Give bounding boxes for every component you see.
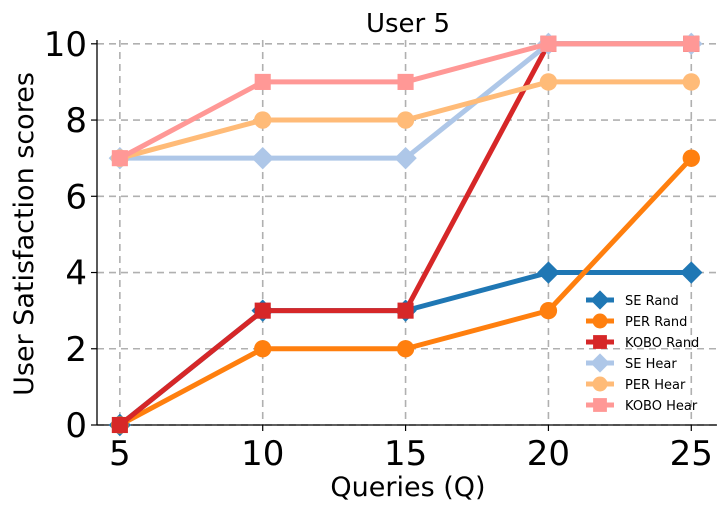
data-point	[111, 150, 128, 167]
legend-item: KOBO Rand	[586, 335, 699, 351]
data-point	[680, 261, 703, 284]
legend-marker	[590, 290, 610, 310]
legend-marker	[592, 376, 608, 392]
data-point	[682, 149, 700, 167]
legend-label: KOBO Rand	[625, 336, 699, 351]
data-point	[540, 35, 557, 52]
data-point	[396, 340, 415, 358]
data-point	[539, 301, 558, 320]
y-tick-label: 2	[65, 330, 87, 370]
x-tick-label: 15	[384, 434, 427, 474]
x-tick-label: 5	[109, 434, 131, 474]
data-point	[537, 261, 560, 284]
data-point	[111, 416, 128, 434]
legend-label: PER Rand	[625, 315, 687, 330]
legend-marker	[592, 313, 608, 329]
legend-marker	[593, 398, 607, 412]
legend-label: KOBO Hear	[625, 399, 698, 414]
legend-item: KOBO Hear	[586, 398, 698, 414]
legend-item: PER Hear	[586, 376, 686, 393]
legend-label: SE Rand	[625, 294, 679, 309]
y-axis-label: User Satisfaction scores	[9, 72, 40, 396]
data-point	[254, 302, 271, 319]
legend-marker	[593, 335, 607, 349]
legend-item: PER Rand	[586, 313, 687, 330]
data-point	[397, 73, 414, 90]
legend-label: PER Hear	[625, 378, 686, 393]
legend-marker	[590, 353, 610, 373]
data-point	[683, 35, 700, 52]
legend-label: SE Hear	[625, 357, 677, 372]
data-point	[682, 73, 700, 91]
x-tick-label: 25	[670, 434, 713, 474]
data-point	[254, 73, 271, 90]
y-tick-label: 6	[65, 177, 87, 217]
legend-item: SE Rand	[586, 290, 679, 310]
y-tick-label: 0	[65, 406, 87, 446]
data-point	[396, 111, 415, 129]
legend: SE Rand PER Rand KOBO Rand SE Hear PER Hear K…	[586, 290, 699, 414]
x-tick-label: 20	[527, 434, 570, 474]
chart-title: User 5	[366, 9, 450, 39]
x-axis-label: Queries (Q)	[330, 472, 485, 503]
series-group	[108, 32, 703, 437]
data-point	[397, 302, 414, 319]
data-point	[251, 146, 274, 170]
legend-item: SE Hear	[586, 353, 677, 373]
data-point	[539, 73, 558, 91]
y-tick-label: 8	[65, 101, 87, 141]
data-point	[394, 146, 417, 170]
axes: 5 10 15 20 25 0 2 4 6 8 10	[44, 25, 717, 474]
series-kobo-hear	[111, 35, 700, 167]
y-tick-label: 4	[65, 254, 87, 294]
y-tick-label: 10	[44, 25, 87, 65]
data-point	[254, 340, 272, 358]
data-point	[254, 111, 272, 129]
x-tick-label: 10	[241, 434, 284, 474]
